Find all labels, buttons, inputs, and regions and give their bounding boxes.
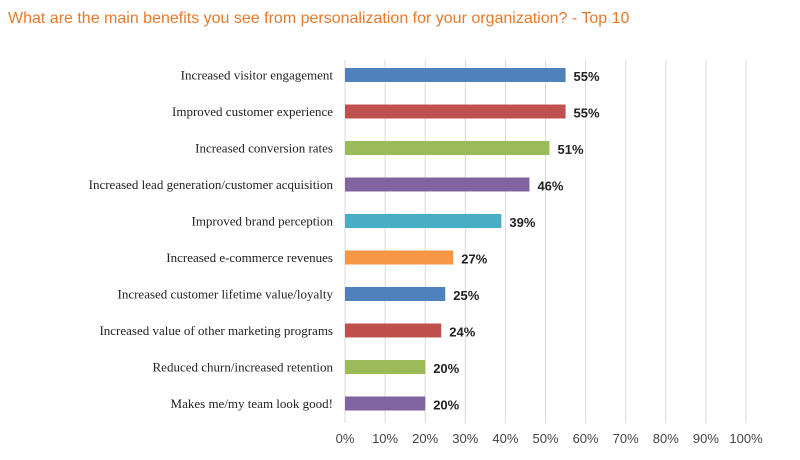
x-tick-label: 100% <box>729 431 763 446</box>
category-label: Increased value of other marketing progr… <box>99 323 333 338</box>
x-tick-label: 40% <box>492 431 518 446</box>
bar <box>345 104 566 119</box>
bar <box>345 323 442 338</box>
data-label: 25% <box>453 288 479 303</box>
bar <box>345 250 454 265</box>
category-label: Reduced churn/increased retention <box>153 360 334 375</box>
category-label: Improved brand perception <box>191 214 333 229</box>
category-label: Increased lead generation/customer acqui… <box>89 177 334 192</box>
x-tick-label: 0% <box>336 431 355 446</box>
x-tick-label: 70% <box>613 431 639 446</box>
data-label: 39% <box>509 215 535 230</box>
x-tick-label: 80% <box>653 431 679 446</box>
bar <box>345 214 502 228</box>
x-tick-label: 10% <box>372 431 398 446</box>
category-labels: Increased visitor engagement Improved cus… <box>89 68 334 412</box>
x-axis-tick-labels: 0% 10% 20% 30% 40% 50% 60% 70% 80% 90% 100% <box>336 431 763 446</box>
category-label: Increased visitor engagement <box>181 68 334 83</box>
category-label: Makes me/my team look good! <box>171 396 333 411</box>
category-label: Increased customer lifetime value/loyalt… <box>118 287 334 302</box>
data-label: 24% <box>449 325 475 340</box>
data-label: 55% <box>574 106 600 121</box>
value-labels: 55% 55% 51% 46% 39% 27% 25% 24% 20% 20% <box>433 69 600 413</box>
data-label: 20% <box>433 398 459 413</box>
x-tick-label: 60% <box>573 431 599 446</box>
bar <box>345 141 550 155</box>
x-tick-label: 20% <box>412 431 438 446</box>
data-label: 27% <box>461 252 487 267</box>
x-tick-label: 90% <box>693 431 719 446</box>
bar <box>345 396 426 411</box>
bar <box>345 177 530 192</box>
data-label: 51% <box>558 142 584 157</box>
category-label: Increased e-commerce revenues <box>166 250 333 265</box>
bar <box>345 68 566 82</box>
bar <box>345 360 426 374</box>
x-tick-label: 50% <box>532 431 558 446</box>
data-label: 46% <box>537 179 563 194</box>
bar <box>345 287 446 301</box>
x-tick-label: 30% <box>452 431 478 446</box>
category-label: Improved customer experience <box>172 104 333 119</box>
data-label: 55% <box>574 69 600 84</box>
chart-title: What are the main benefits you see from … <box>8 10 630 27</box>
bars <box>345 68 566 411</box>
data-label: 20% <box>433 361 459 376</box>
category-label: Increased conversion rates <box>195 141 333 156</box>
